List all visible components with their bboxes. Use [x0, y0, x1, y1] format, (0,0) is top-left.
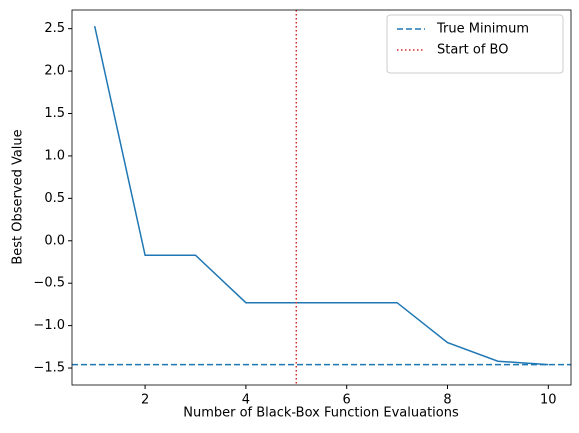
y-tick-label: 1.0 — [44, 148, 65, 163]
plot-frame — [71, 9, 572, 386]
x-tick-label: 10 — [540, 393, 557, 408]
y-tick-label: 0.5 — [44, 191, 65, 206]
x-tick-label: 6 — [343, 393, 351, 408]
y-tick-label: −1.5 — [33, 361, 65, 376]
y-tick-label: 2.0 — [44, 64, 65, 79]
y-tick-label: −1.0 — [33, 318, 65, 333]
y-tick-label: 2.5 — [44, 21, 65, 36]
legend-box — [386, 14, 564, 74]
legend-label: Start of BO — [437, 43, 508, 58]
y-tick-label: 0.0 — [44, 233, 65, 248]
x-axis-label: Number of Black-Box Function Evaluations — [183, 406, 459, 421]
x-tick-label: 8 — [443, 393, 451, 408]
x-tick-label: 4 — [242, 393, 250, 408]
y-tick-label: 1.5 — [44, 106, 65, 121]
x-tick-label: 2 — [141, 393, 149, 408]
data-line — [93, 25, 549, 366]
y-axis-label: Best Observed Value — [11, 129, 26, 264]
legend-label: True Minimum — [436, 22, 529, 37]
y-tick-label: −0.5 — [33, 276, 65, 291]
